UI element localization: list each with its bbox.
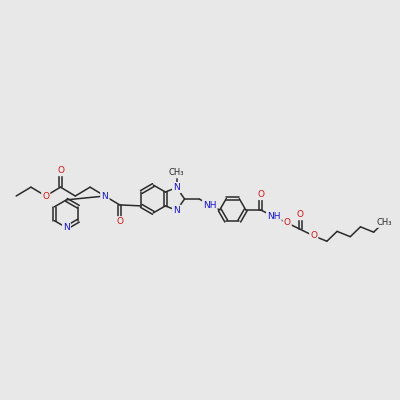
Text: O: O bbox=[297, 210, 304, 219]
Text: CH₃: CH₃ bbox=[376, 218, 392, 227]
Text: O: O bbox=[310, 232, 317, 240]
Text: NH: NH bbox=[203, 201, 216, 210]
Text: NH: NH bbox=[267, 212, 280, 221]
Text: N: N bbox=[102, 192, 108, 200]
Text: O: O bbox=[116, 217, 123, 226]
Text: N: N bbox=[102, 192, 108, 200]
Text: O: O bbox=[284, 218, 291, 228]
Text: O: O bbox=[57, 166, 64, 175]
Text: CH₃: CH₃ bbox=[169, 168, 184, 177]
Text: O: O bbox=[42, 192, 49, 200]
Text: N: N bbox=[63, 223, 70, 232]
Text: N: N bbox=[173, 183, 180, 192]
Text: N: N bbox=[173, 183, 180, 192]
Text: O: O bbox=[257, 190, 264, 199]
Text: N: N bbox=[173, 206, 180, 215]
Text: N: N bbox=[173, 206, 180, 215]
